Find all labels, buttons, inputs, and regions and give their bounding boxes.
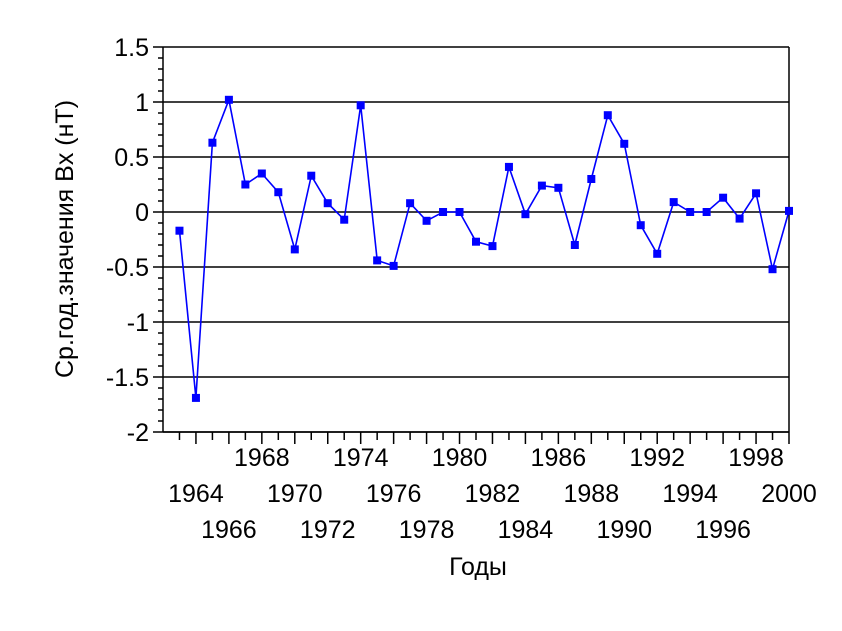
data-point bbox=[669, 198, 678, 207]
data-point bbox=[504, 162, 513, 171]
data-point bbox=[488, 242, 497, 251]
x-tick-label: 1984 bbox=[498, 516, 554, 544]
data-point bbox=[439, 208, 448, 216]
data-series bbox=[175, 95, 793, 402]
data-point bbox=[356, 101, 365, 110]
x-tick-label: 1982 bbox=[465, 480, 521, 508]
x-tick-label: 1986 bbox=[531, 444, 587, 472]
data-point bbox=[224, 95, 233, 104]
x-tick-label: 1970 bbox=[267, 480, 323, 508]
x-axis-title: Годы bbox=[449, 553, 507, 581]
data-point bbox=[241, 180, 250, 189]
x-tick-label: 1980 bbox=[432, 444, 488, 472]
data-point bbox=[175, 226, 184, 235]
data-point bbox=[752, 189, 761, 198]
y-axis-title: Ср.год.значения Bx (нT) bbox=[51, 100, 79, 378]
y-tick-label: -0.5 bbox=[106, 254, 149, 282]
data-point bbox=[719, 193, 728, 202]
data-point bbox=[208, 138, 217, 147]
x-tick-label: 1994 bbox=[662, 480, 718, 508]
x-tick-label: 1998 bbox=[728, 444, 784, 472]
data-point bbox=[290, 245, 299, 254]
data-point bbox=[768, 265, 777, 274]
data-point bbox=[702, 208, 711, 216]
x-tick-label: 1968 bbox=[234, 444, 290, 472]
data-point bbox=[373, 256, 382, 265]
y-tick-label: -1.5 bbox=[106, 364, 149, 392]
data-point bbox=[785, 206, 793, 215]
data-point bbox=[422, 216, 431, 225]
data-point bbox=[406, 199, 415, 208]
data-point bbox=[735, 214, 744, 223]
data-point bbox=[537, 181, 546, 190]
data-point bbox=[307, 171, 316, 180]
data-point bbox=[340, 215, 349, 224]
data-point bbox=[472, 237, 480, 246]
data-point bbox=[587, 175, 596, 183]
x-tick-label: 1974 bbox=[333, 444, 389, 472]
data-point bbox=[274, 188, 283, 197]
data-point bbox=[570, 241, 579, 249]
axis-ticks bbox=[153, 46, 790, 444]
x-tick-label: 1978 bbox=[399, 516, 455, 544]
data-point bbox=[257, 169, 266, 178]
y-tick-label: 1 bbox=[135, 89, 149, 117]
x-tick-label: 1992 bbox=[629, 444, 685, 472]
data-point bbox=[620, 139, 629, 148]
data-point bbox=[521, 210, 530, 219]
y-tick-labels: 1.5 1 0.5 0 -0.5 -1 -1.5 -2 bbox=[106, 34, 149, 447]
y-tick-label: 0 bbox=[135, 199, 149, 227]
x-tick-label: 1996 bbox=[695, 516, 751, 544]
x-tick-label: 1972 bbox=[300, 516, 356, 544]
y-tick-label: 1.5 bbox=[114, 34, 149, 62]
data-point bbox=[389, 261, 398, 270]
x-tick-label: 1964 bbox=[168, 480, 224, 508]
y-tick-label: -1 bbox=[127, 309, 149, 337]
y-tick-label: -2 bbox=[127, 419, 149, 447]
series-line bbox=[178, 96, 790, 398]
x-tick-label: 1988 bbox=[564, 480, 620, 508]
data-point bbox=[191, 393, 200, 402]
x-tick-labels: 1964 1966 1968 1970 1972 1974 1976 1978 1980 1982… bbox=[168, 444, 817, 544]
horizontal-gridlines bbox=[163, 46, 789, 433]
data-point bbox=[554, 183, 563, 192]
data-point bbox=[603, 111, 612, 120]
data-point bbox=[686, 208, 695, 216]
data-point bbox=[653, 249, 662, 258]
data-point bbox=[323, 199, 332, 208]
x-tick-label: 2000 bbox=[761, 480, 817, 508]
x-tick-label: 1990 bbox=[596, 516, 652, 544]
x-tick-label: 1976 bbox=[366, 480, 422, 508]
data-point bbox=[455, 208, 464, 216]
data-point bbox=[636, 221, 645, 230]
y-tick-label: 0.5 bbox=[114, 144, 149, 172]
x-tick-label: 1966 bbox=[201, 516, 257, 544]
